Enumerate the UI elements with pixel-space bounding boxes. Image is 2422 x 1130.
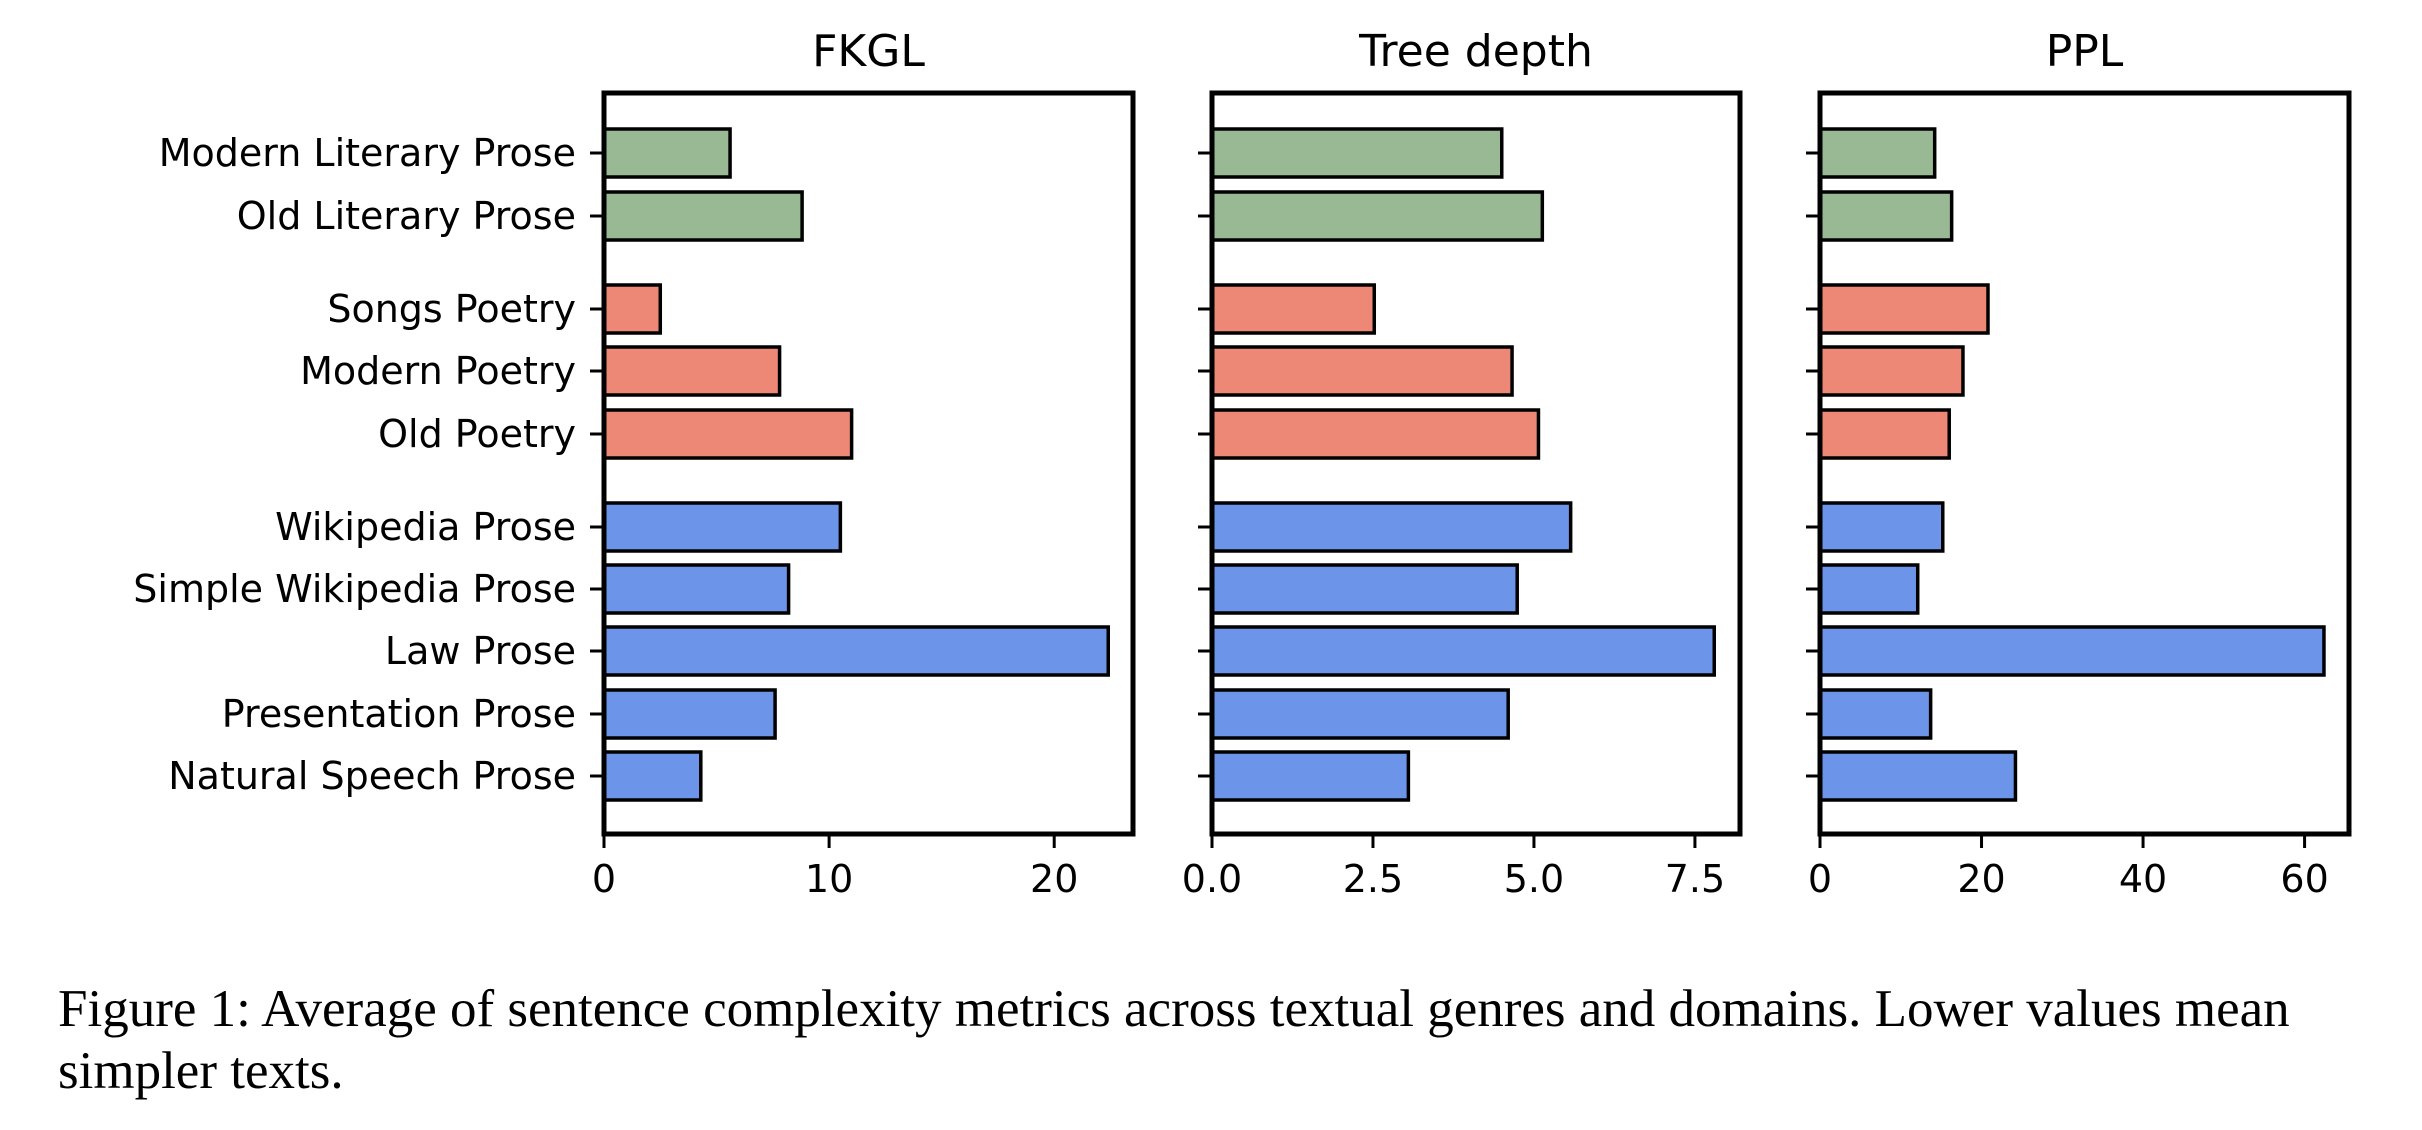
bar-ppl-modern-poetry <box>1818 345 1965 397</box>
x-tick-label: 60 <box>2280 857 2328 900</box>
category-label-old-poetry: Old Poetry <box>378 412 576 456</box>
plot-frame <box>1209 90 1743 837</box>
category-label-songs-poetry: Songs Poetry <box>327 287 576 331</box>
category-label-natural-speech-prose: Natural Speech Prose <box>168 754 576 798</box>
bar-ppl-songs-poetry <box>1818 283 1990 335</box>
category-label-wikipedia-prose: Wikipedia Prose <box>275 505 576 549</box>
bar-tree-depth-old-poetry <box>1210 408 1541 460</box>
bar-tree-depth-wikipedia-prose <box>1210 501 1573 553</box>
plot-frame <box>601 90 1136 837</box>
x-tick-label: 2.5 <box>1343 857 1403 900</box>
bar-fkgl-law-prose <box>602 625 1110 677</box>
bar-ppl-wikipedia-prose <box>1818 501 1945 553</box>
bar-fkgl-natural-speech-prose <box>602 750 703 802</box>
bar-fkgl-wikipedia-prose <box>602 501 843 553</box>
bar-fkgl-songs-poetry <box>602 283 663 335</box>
panel-title: Tree depth <box>1358 26 1593 77</box>
bar-fkgl-modern-literary-prose <box>602 127 732 179</box>
bar-fkgl-modern-poetry <box>602 345 782 397</box>
category-label-modern-poetry: Modern Poetry <box>300 349 576 393</box>
bar-tree-depth-law-prose <box>1210 625 1716 677</box>
x-tick-label: 20 <box>1030 857 1078 900</box>
bar-ppl-natural-speech-prose <box>1818 750 2018 802</box>
x-tick-label: 7.5 <box>1665 857 1725 900</box>
bar-ppl-old-literary-prose <box>1818 190 1954 242</box>
bar-fkgl-simple-wikipedia-prose <box>602 563 791 615</box>
x-tick-label: 0 <box>592 857 616 900</box>
bar-fkgl-old-literary-prose <box>602 190 804 242</box>
category-label-modern-literary-prose: Modern Literary Prose <box>159 131 576 175</box>
bar-fkgl-presentation-prose <box>602 688 777 740</box>
panel-ppl: 0 20 40 60 PPL <box>1806 26 2352 900</box>
bar-ppl-modern-literary-prose <box>1818 127 1937 179</box>
bar-tree-depth-modern-poetry <box>1210 345 1514 397</box>
x-tick-label: 10 <box>805 857 853 900</box>
panel-title: PPL <box>2046 26 2124 77</box>
panel-tree-depth: 0.0 2.5 5.0 7.5 Tree depth <box>1182 26 1743 900</box>
bar-tree-depth-presentation-prose <box>1210 688 1510 740</box>
bar-tree-depth-songs-poetry <box>1210 283 1377 335</box>
bar-tree-depth-old-literary-prose <box>1210 190 1545 242</box>
category-label-presentation-prose: Presentation Prose <box>222 692 576 736</box>
category-label-old-literary-prose: Old Literary Prose <box>237 194 576 238</box>
bar-tree-depth-modern-literary-prose <box>1210 127 1504 179</box>
x-tick-label: 40 <box>2119 857 2167 900</box>
bar-ppl-old-poetry <box>1818 408 1951 460</box>
plot-frame <box>1817 90 2352 837</box>
bar-ppl-presentation-prose <box>1818 688 1933 740</box>
x-tick-label: 5.0 <box>1504 857 1564 900</box>
bar-tree-depth-natural-speech-prose <box>1210 750 1411 802</box>
bar-tree-depth-simple-wikipedia-prose <box>1210 563 1519 615</box>
category-label-simple-wikipedia-prose: Simple Wikipedia Prose <box>133 567 576 611</box>
figure: 0 10 20 FKGL Modern Literary Prose Old Litera… <box>133 26 2352 900</box>
category-label-law-prose: Law Prose <box>385 629 576 673</box>
panel-fkgl: 0 10 20 FKGL Modern Literary Prose Old Litera… <box>133 26 1136 900</box>
bar-ppl-law-prose <box>1818 625 2326 677</box>
panel-title: FKGL <box>812 26 925 77</box>
figure-caption: Figure 1: Average of sentence complexity… <box>58 980 2290 1100</box>
x-tick-label: 20 <box>1957 857 2005 900</box>
bar-ppl-simple-wikipedia-prose <box>1818 563 1920 615</box>
x-tick-label: 0.0 <box>1182 857 1242 900</box>
x-tick-label: 0 <box>1808 857 1832 900</box>
bar-fkgl-old-poetry <box>602 408 854 460</box>
